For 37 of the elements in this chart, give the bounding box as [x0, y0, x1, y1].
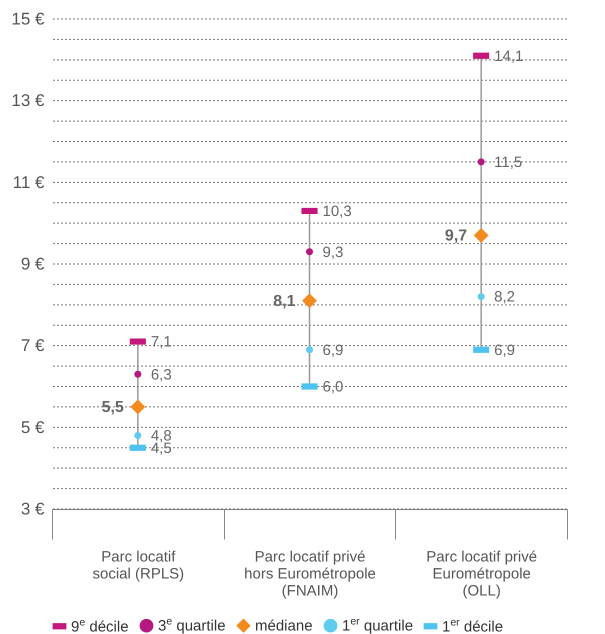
y-tick-label: 3 €: [20, 500, 46, 518]
y-tick-label: 15 €: [11, 10, 46, 28]
data-label: 8,2: [494, 288, 516, 306]
data-label: 10,3: [322, 202, 352, 220]
data-label: 9,3: [322, 244, 344, 261]
legend-label: 1$^{er}$ décile: [442, 616, 504, 634]
point: [134, 432, 142, 440]
point: [134, 370, 142, 378]
data-label: 8,1: [273, 292, 296, 310]
data-label: 6,0: [322, 378, 344, 396]
x-tick-label: Parc locatif social (RPLS): [92, 548, 184, 582]
data-label: 6,3: [150, 366, 172, 384]
y-tick-label: 13 €: [11, 91, 46, 110]
y-tick-label: 9 €: [20, 254, 46, 274]
legend-label: 9$^{e}$ décile: [71, 616, 129, 634]
legend-label: 3$^{e}$ quartile: [158, 616, 226, 634]
legend-label: médiane: [255, 618, 313, 634]
data-label: 11,5: [494, 154, 522, 171]
y-tick-label: 5 €: [20, 418, 46, 437]
data-label: 14,1: [494, 48, 524, 65]
point: [474, 228, 489, 243]
data-label: 5,5: [102, 398, 124, 416]
legend-label: 1$^{er}$ quartile: [342, 616, 414, 634]
point: [478, 293, 485, 300]
point: [302, 293, 317, 308]
data-label: 7,1: [150, 334, 172, 351]
y-tick-label: 11 €: [12, 172, 46, 192]
point: [478, 158, 485, 166]
x-tick-label: Parc locatif privé Eurométropole (OLL): [426, 548, 538, 600]
x-tick-label: Parc locatif privé hors Eurométropole (FNAIM): [244, 548, 376, 600]
y-tick-label: 7 €: [20, 336, 46, 356]
data-label: 9,7: [444, 227, 468, 244]
data-label: 6,9: [494, 342, 516, 359]
point: [306, 248, 314, 256]
point: [130, 400, 146, 414]
data-label: 6,9: [322, 342, 344, 359]
point: [306, 346, 314, 354]
